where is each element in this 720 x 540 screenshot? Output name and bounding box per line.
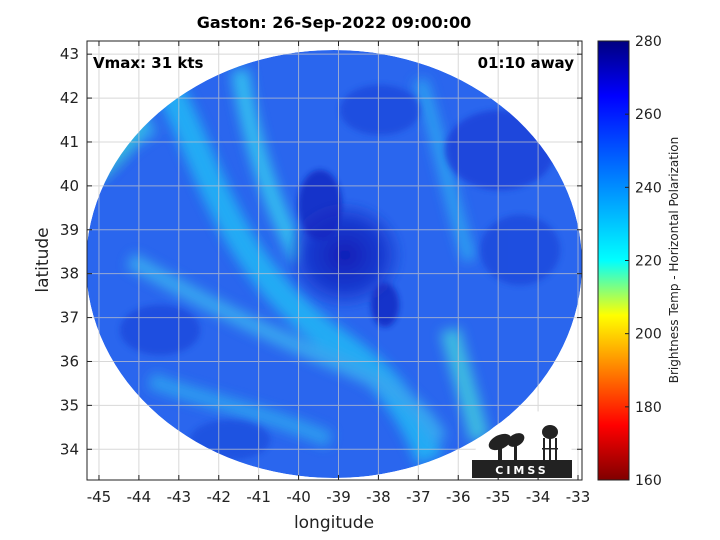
x-axis-ticks: -45 -44 -43 -42 -41 -40 -39 -38 -37 -36 -35 -34 -33 bbox=[87, 41, 591, 506]
colorbar-tick-label: 280 bbox=[635, 34, 662, 50]
x-tick-label: -41 bbox=[246, 488, 271, 506]
x-tick-label: -36 bbox=[446, 488, 471, 506]
x-tick-label: -38 bbox=[366, 488, 391, 506]
colorbar-tick-label: 160 bbox=[635, 473, 662, 489]
x-tick-label: -44 bbox=[127, 488, 152, 506]
cimss-logo: CIMSS bbox=[472, 411, 572, 478]
x-tick-label: -43 bbox=[167, 488, 192, 506]
y-tick-label: 43 bbox=[60, 45, 79, 63]
x-tick-label: -45 bbox=[87, 488, 112, 506]
grid bbox=[87, 41, 582, 480]
y-tick-label: 36 bbox=[60, 352, 79, 370]
colorbar-tick-label: 220 bbox=[635, 254, 662, 270]
y-tick-label: 39 bbox=[60, 221, 79, 239]
x-tick-label: -42 bbox=[206, 488, 231, 506]
y-tick-label: 41 bbox=[60, 133, 79, 151]
colorbar-tick-label: 260 bbox=[635, 107, 662, 123]
chart-title: Gaston: 26-Sep-2022 09:00:00 bbox=[197, 13, 472, 32]
y-axis-ticks: 34 35 36 37 38 39 40 41 42 43 bbox=[60, 45, 582, 458]
x-tick-label: -39 bbox=[326, 488, 351, 506]
logo-dishes-icon bbox=[488, 433, 525, 460]
y-tick-label: 35 bbox=[60, 396, 79, 414]
y-tick-label: 37 bbox=[60, 309, 79, 327]
colorbar-label: Brightness Temp - Horizontal Polarizatio… bbox=[667, 137, 681, 384]
y-tick-label: 38 bbox=[60, 265, 79, 283]
colorbar-tick-label: 240 bbox=[635, 180, 662, 196]
x-tick-label: -37 bbox=[406, 488, 431, 506]
y-tick-label: 42 bbox=[60, 89, 79, 107]
logo-text: CIMSS bbox=[495, 464, 548, 477]
colorbar-tick-label: 180 bbox=[635, 400, 662, 416]
logo-band bbox=[472, 460, 572, 478]
y-tick-label: 40 bbox=[60, 177, 79, 195]
colorbar bbox=[598, 41, 629, 480]
time-away-annotation: 01:10 away bbox=[478, 54, 575, 72]
plot-frame bbox=[86, 40, 583, 481]
colorbar-tick-label: 200 bbox=[635, 327, 662, 343]
x-tick-label: -35 bbox=[486, 488, 511, 506]
logo-water-tower-icon bbox=[542, 425, 558, 460]
colorbar-ticks: 160 180 200 220 240 260 280 bbox=[625, 34, 662, 489]
vmax-annotation: Vmax: 31 kts bbox=[93, 54, 203, 72]
y-axis-label: latitude bbox=[33, 227, 53, 292]
x-axis-label: longitude bbox=[294, 513, 374, 533]
y-tick-label: 34 bbox=[60, 440, 79, 458]
x-tick-label: -34 bbox=[526, 488, 551, 506]
x-tick-label: -33 bbox=[566, 488, 591, 506]
x-tick-label: -40 bbox=[286, 488, 311, 506]
